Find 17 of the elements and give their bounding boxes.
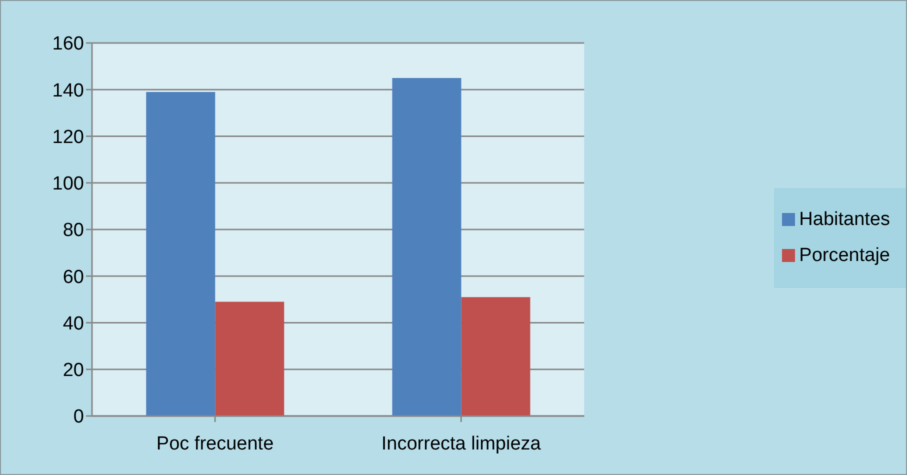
x-tick-label: Incorrecta limpieza [381,433,542,454]
y-tick-label: 120 [52,126,84,148]
x-tick-label: Poc frecuente [156,433,274,454]
bar [215,302,284,416]
legend-label: Habitantes [799,208,890,230]
y-tick-label: 60 [62,266,84,288]
y-tick-label: 140 [52,80,84,102]
y-tick-label: 100 [52,174,84,195]
legend-label: Porcentaje [799,244,890,266]
y-tick-label: 160 [52,34,84,55]
bar [146,92,216,416]
y-tick-label: 20 [62,360,84,382]
bar [392,78,462,416]
y-tick-label: 80 [62,220,84,242]
y-tick-label: 0 [73,406,84,428]
bar [461,297,530,416]
y-tick-label: 40 [62,313,84,334]
